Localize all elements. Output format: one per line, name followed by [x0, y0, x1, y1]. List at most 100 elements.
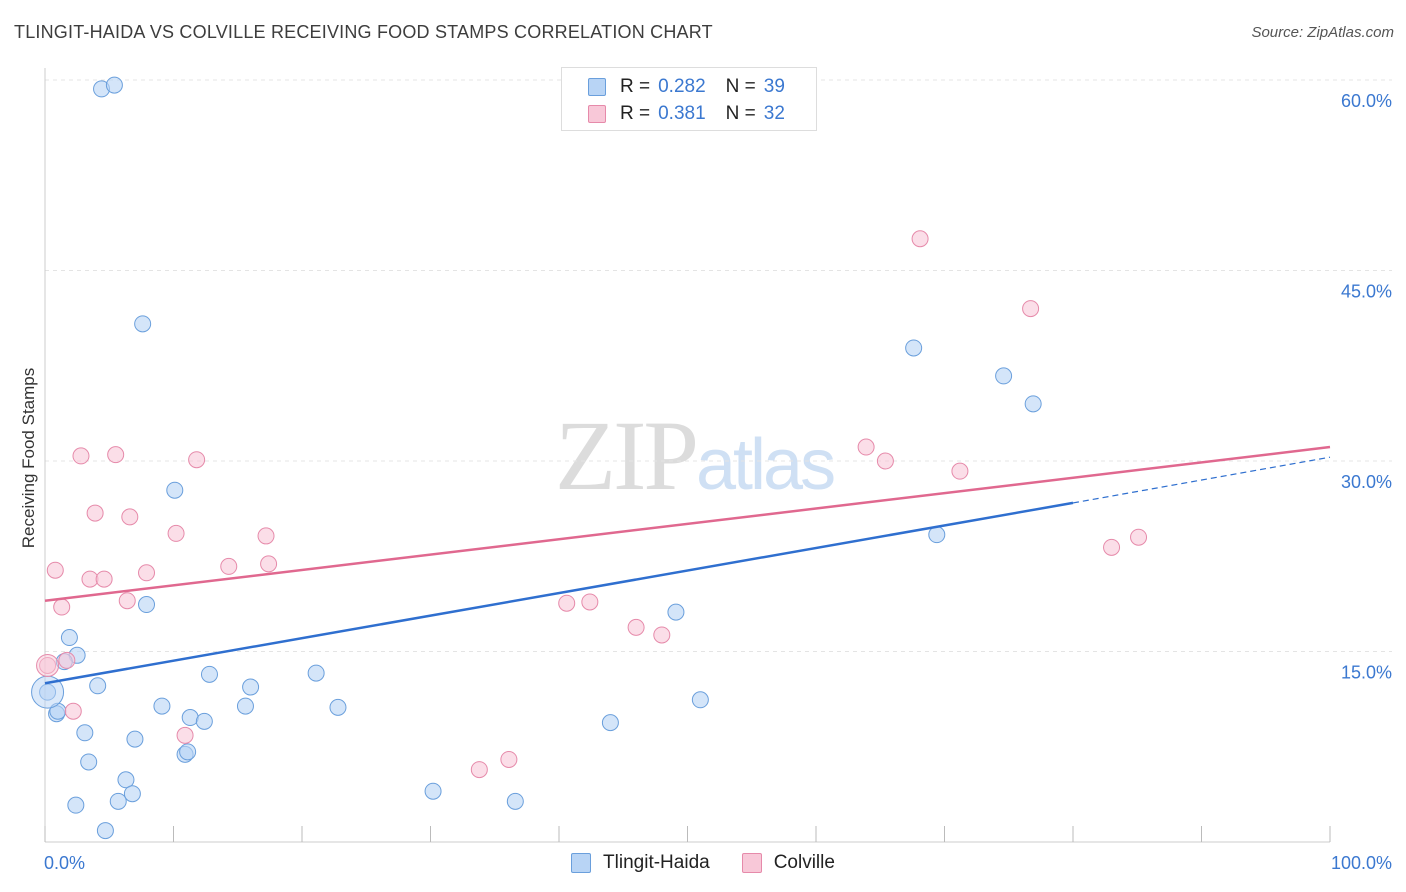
point-colville: [121, 508, 139, 526]
point-colville: [95, 570, 113, 588]
series-swatch-blue: [571, 853, 592, 873]
point-colville: [260, 555, 278, 573]
point-tlingit-haida: [905, 339, 923, 357]
point-tlingit-haida: [96, 822, 114, 840]
point-tlingit-haida: [60, 629, 78, 647]
series-legend-colville: Colville: [741, 852, 835, 874]
point-colville: [167, 524, 185, 542]
point-colville: [220, 557, 238, 575]
trendline-colville: [44, 445, 1331, 602]
stats-legend: R = 0.282 N = 39 R = 0.381 N = 32: [561, 67, 817, 131]
point-tlingit-haida: [89, 677, 107, 695]
y-tick-label: 15.0%: [1341, 663, 1392, 683]
source-label: Source: ZipAtlas.com: [1251, 24, 1394, 41]
point-tlingit-haida: [166, 481, 184, 499]
x-tick-label: 0.0%: [44, 853, 85, 873]
point-colville: [581, 593, 599, 611]
y-axis-label: Receiving Food Stamps: [19, 368, 38, 548]
point-colville: [500, 750, 518, 768]
legend-r-label: R =: [620, 76, 651, 97]
point-colville: [558, 594, 576, 612]
point-tlingit-haida: [126, 730, 144, 748]
legend-n-label: N =: [725, 76, 756, 97]
point-colville: [118, 592, 136, 610]
point-tlingit-haida: [195, 712, 213, 730]
series-label-colville: Colville: [773, 852, 835, 873]
point-colville: [64, 702, 82, 720]
point-tlingit-haida: [424, 782, 442, 800]
legend-n-value: 32: [763, 103, 785, 124]
point-colville: [1022, 300, 1040, 318]
point-tlingit-haida: [76, 724, 94, 742]
point-tlingit-haida: [181, 709, 199, 727]
y-tick-label: 30.0%: [1341, 472, 1392, 492]
series-label-tlingit-haida: Tlingit-Haida: [603, 852, 710, 873]
point-tlingit-haida: [236, 697, 254, 715]
point-colville: [1103, 538, 1121, 556]
trendline-tlingit-haida: [44, 501, 1074, 685]
point-tlingit-haida: [109, 792, 127, 810]
point-tlingit-haida: [691, 691, 709, 709]
watermark-atlas: atlas: [696, 425, 836, 505]
legend-row-colville: R = 0.381 N = 32: [588, 102, 785, 126]
watermark: ZIPatlas: [555, 398, 836, 513]
point-colville: [138, 564, 156, 582]
point-tlingit-haida: [1024, 395, 1042, 413]
point-colville: [951, 462, 969, 480]
point-tlingit-haida: [506, 792, 524, 810]
point-tlingit-haida: [200, 665, 218, 683]
y-tick-label: 60.0%: [1341, 91, 1392, 111]
point-colville: [46, 561, 64, 579]
point-tlingit-haida: [134, 315, 152, 333]
legend-n-value: 39: [763, 76, 785, 97]
point-tlingit-haida: [153, 697, 171, 715]
point-tlingit-haida: [307, 664, 325, 682]
point-tlingit-haida: [329, 698, 347, 716]
point-colville-large: [36, 653, 60, 677]
point-tlingit-haida: [179, 743, 197, 761]
chart-title: TLINGIT-HAIDA VS COLVILLE RECEIVING FOOD…: [14, 22, 713, 42]
point-tlingit-haida: [667, 603, 685, 621]
point-tlingit-haida: [601, 714, 619, 732]
point-colville: [58, 651, 76, 669]
point-colville: [470, 761, 488, 779]
point-colville: [107, 446, 125, 464]
point-tlingit-haida: [995, 367, 1013, 385]
point-colville: [911, 230, 929, 248]
point-colville: [653, 626, 671, 644]
legend-row-tlingit-haida: R = 0.282 N = 39: [588, 75, 785, 99]
point-tlingit-haida: [928, 526, 946, 544]
point-colville: [86, 504, 104, 522]
point-colville: [176, 726, 194, 744]
point-colville: [857, 438, 875, 456]
x-tick-label: 100.0%: [1331, 853, 1392, 873]
watermark-zip: ZIP: [555, 400, 699, 511]
point-colville: [1130, 528, 1148, 546]
y-tick-label: 45.0%: [1341, 282, 1392, 302]
point-tlingit-haida: [80, 753, 98, 771]
point-colville: [53, 598, 71, 616]
legend-r-value: 0.282: [658, 76, 706, 97]
point-tlingit-haida: [242, 678, 260, 696]
series-legend-tlingit-haida: Tlingit-Haida: [571, 852, 710, 874]
point-colville: [257, 527, 275, 545]
point-colville: [876, 452, 894, 470]
point-colville: [188, 451, 206, 469]
point-colville: [627, 618, 645, 636]
point-colville: [81, 570, 99, 588]
legend-n-label: N =: [725, 103, 756, 124]
legend-r-value: 0.381: [658, 103, 706, 124]
legend-r-label: R =: [620, 103, 651, 124]
point-colville: [72, 447, 90, 465]
point-tlingit-haida: [67, 796, 85, 814]
legend-swatch-blue: [588, 78, 606, 96]
legend-swatch-pink: [588, 105, 606, 123]
point-tlingit-haida: [123, 785, 141, 803]
series-legend: Tlingit-Haida Colville: [0, 852, 1406, 874]
point-tlingit-haida: [117, 771, 135, 789]
point-tlingit-haida: [105, 76, 123, 94]
trendline-tlingit-haida-extension: [1072, 456, 1331, 504]
series-swatch-pink: [741, 853, 762, 873]
point-tlingit-haida: [138, 596, 156, 614]
